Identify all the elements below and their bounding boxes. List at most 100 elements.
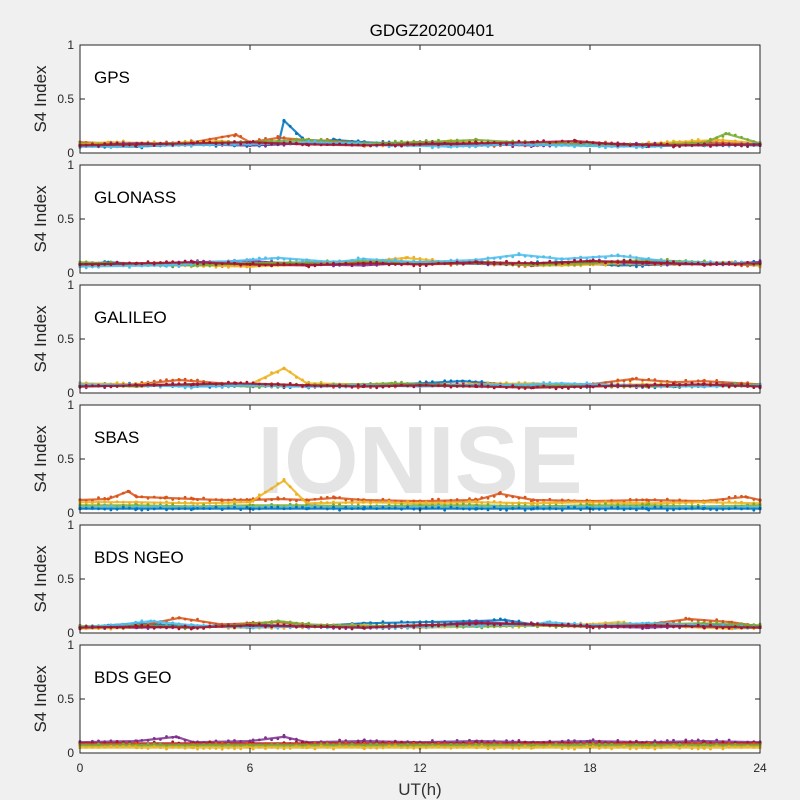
data-point <box>305 142 309 146</box>
data-point <box>84 501 88 505</box>
data-point <box>721 384 725 388</box>
data-point <box>573 382 576 385</box>
data-point <box>492 495 496 498</box>
data-point <box>554 742 558 746</box>
figure-title: GDGZ20200401 <box>370 21 495 40</box>
data-point <box>721 626 725 630</box>
data-point <box>248 258 252 262</box>
data-point <box>264 137 267 140</box>
data-point <box>604 746 607 749</box>
data-point <box>400 144 403 148</box>
data-point <box>604 624 607 627</box>
data-point <box>437 145 440 149</box>
data-point <box>282 257 286 261</box>
data-point <box>196 498 199 502</box>
data-point <box>264 376 267 380</box>
data-point <box>437 741 440 745</box>
data-point <box>146 383 150 386</box>
data-point <box>109 263 113 266</box>
data-point <box>146 496 150 500</box>
data-point <box>282 620 286 624</box>
data-point <box>492 141 496 144</box>
data-point <box>103 142 107 145</box>
data-point <box>585 143 589 147</box>
data-point <box>554 500 558 504</box>
data-point <box>400 257 403 261</box>
data-point <box>696 138 700 141</box>
data-point <box>356 498 360 501</box>
data-point <box>159 379 162 382</box>
data-point <box>251 747 255 751</box>
data-point <box>325 501 329 504</box>
data-point <box>227 501 230 505</box>
data-point <box>641 385 644 388</box>
data-point <box>301 498 304 502</box>
data-point <box>91 263 94 267</box>
data-point <box>375 143 379 147</box>
data-point <box>635 747 638 751</box>
data-point <box>678 507 681 511</box>
data-point <box>84 507 88 510</box>
data-point <box>690 506 694 510</box>
data-point <box>542 139 545 143</box>
data-point <box>610 145 613 149</box>
data-point <box>424 260 428 264</box>
data-point <box>165 735 168 738</box>
data-point <box>152 505 156 508</box>
data-point <box>709 262 712 266</box>
data-point <box>295 499 298 503</box>
data-point <box>128 506 131 510</box>
data-point <box>412 741 416 745</box>
data-point <box>709 623 712 627</box>
data-point <box>214 382 218 386</box>
data-point <box>227 260 230 264</box>
data-point <box>635 146 638 150</box>
data-point <box>721 135 725 138</box>
data-point <box>239 381 243 385</box>
data-point <box>523 508 527 512</box>
data-point <box>97 502 100 506</box>
data-point <box>288 260 292 264</box>
data-point <box>573 739 576 743</box>
data-point <box>301 740 304 744</box>
data-point <box>332 384 335 388</box>
data-point <box>202 507 206 510</box>
data-point <box>227 265 230 269</box>
data-point <box>165 260 168 263</box>
data-point <box>115 626 119 630</box>
data-point <box>121 742 125 746</box>
data-point <box>295 745 298 748</box>
data-point <box>338 508 341 512</box>
data-point <box>628 501 632 504</box>
data-point <box>511 621 515 624</box>
data-point <box>109 146 113 150</box>
data-point <box>227 135 230 138</box>
data-point <box>313 142 317 146</box>
data-point <box>183 142 187 146</box>
data-point <box>486 747 490 751</box>
data-point <box>227 385 230 388</box>
data-point <box>103 626 107 629</box>
data-point <box>468 745 471 748</box>
data-point <box>152 619 156 623</box>
data-point <box>480 625 484 629</box>
data-point <box>276 482 280 486</box>
data-point <box>393 144 397 148</box>
data-point <box>523 744 527 748</box>
data-point <box>468 741 471 745</box>
data-point <box>585 259 589 263</box>
data-point <box>103 263 107 266</box>
data-point <box>276 505 280 509</box>
data-point <box>245 265 249 269</box>
data-point <box>499 142 502 146</box>
data-point <box>579 508 583 511</box>
data-point <box>610 260 613 264</box>
data-point <box>208 499 212 502</box>
data-point <box>517 142 521 146</box>
data-point <box>486 144 490 148</box>
data-point <box>443 262 447 266</box>
data-point <box>752 746 756 749</box>
data-point <box>183 377 187 381</box>
data-point <box>183 495 187 499</box>
data-point <box>696 738 700 742</box>
